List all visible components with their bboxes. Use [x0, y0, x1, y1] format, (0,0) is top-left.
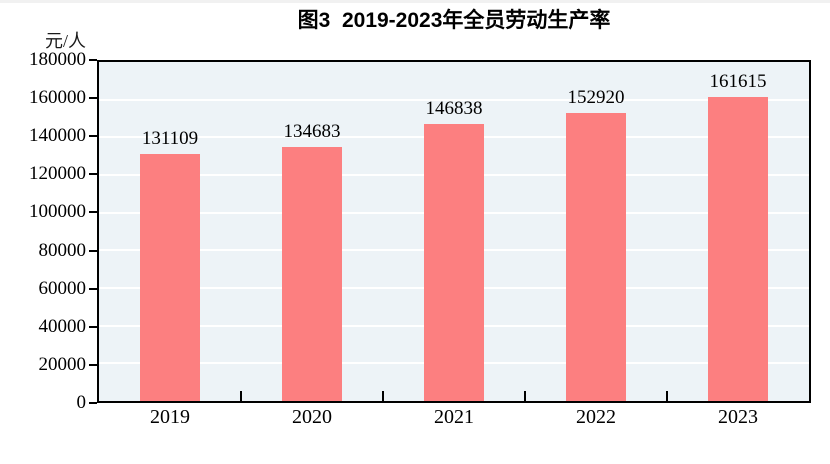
bar — [566, 113, 626, 401]
x-category-label: 2023 — [718, 406, 758, 428]
y-tick-mark — [89, 211, 97, 214]
y-tick-mark — [89, 402, 97, 404]
y-tick-label: 100000 — [29, 201, 86, 223]
chart-title: 图3 2019-2023年全员劳动生产率 — [297, 9, 611, 32]
y-tick-label: 20000 — [38, 353, 87, 375]
y-tick-mark — [89, 173, 97, 176]
bar — [424, 124, 484, 401]
bar-value-label: 134683 — [283, 121, 341, 143]
x-tick-mark — [382, 391, 384, 401]
bar — [140, 154, 200, 401]
bar-value-label: 146838 — [425, 98, 483, 120]
y-tick-label: 0 — [76, 392, 87, 413]
y-axis-unit-label: 元/人 — [44, 31, 86, 51]
bar-value-label: 152920 — [567, 87, 625, 109]
y-tick-label: 60000 — [38, 277, 87, 299]
y-tick-mark — [89, 249, 97, 252]
x-category-label: 2020 — [292, 406, 332, 428]
x-category-label: 2022 — [576, 406, 616, 428]
x-category-label: 2019 — [150, 406, 190, 428]
y-tick-label: 120000 — [29, 163, 86, 185]
page-top-divider — [0, 0, 830, 3]
y-tick-label: 160000 — [29, 87, 86, 109]
y-tick-mark — [89, 363, 97, 366]
x-axis-category-labels: 2019 2020 2021 2022 2023 — [97, 406, 811, 434]
x-category-label: 2021 — [434, 406, 474, 428]
y-tick-label: 180000 — [29, 49, 86, 70]
y-axis-tick-labels: 0 20000 40000 60000 80000 100000 120000 140000 1… — [0, 49, 87, 413]
x-tick-mark — [240, 391, 242, 401]
bar — [708, 96, 768, 401]
y-axis-tick-marks — [89, 59, 97, 404]
y-tick-label: 140000 — [29, 125, 86, 147]
x-tick-mark — [666, 391, 668, 401]
y-tick-mark — [89, 59, 97, 61]
bar-value-label: 161615 — [709, 70, 767, 92]
y-tick-label: 80000 — [38, 239, 87, 261]
bar — [282, 147, 342, 401]
y-tick-label: 40000 — [38, 315, 87, 337]
plot-area: 131109 134683 146838 152920 161615 — [97, 60, 811, 403]
y-tick-mark — [89, 325, 97, 328]
gridline — [99, 98, 809, 101]
x-tick-mark — [524, 391, 526, 401]
bar-value-label: 131109 — [141, 128, 199, 150]
y-tick-mark — [89, 97, 97, 100]
y-tick-mark — [89, 135, 97, 138]
y-tick-mark — [89, 287, 97, 290]
